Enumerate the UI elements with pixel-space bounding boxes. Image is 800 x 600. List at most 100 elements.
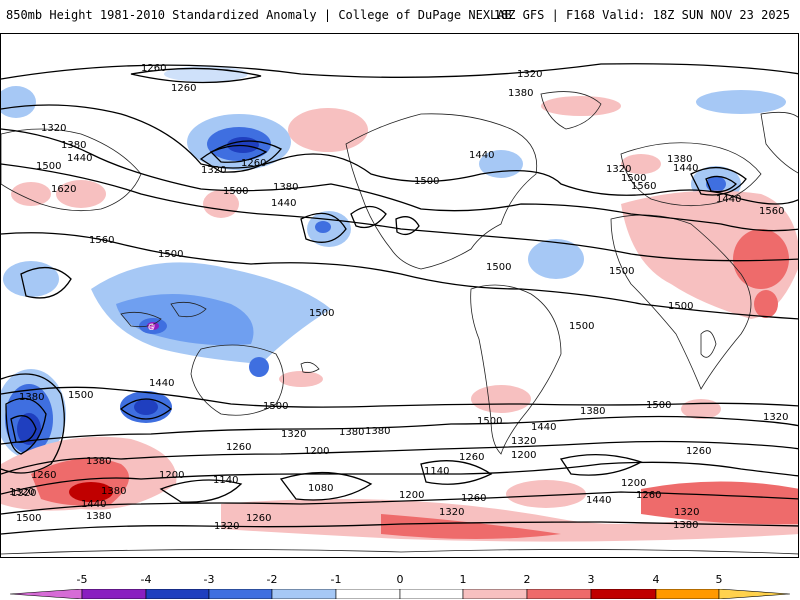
legend-tick: -5 [76, 573, 88, 586]
legend-tick: -2 [266, 573, 278, 586]
contour-label: 1440 [67, 153, 92, 164]
contour-label: 1320 [763, 412, 788, 423]
colorbar-segment [655, 589, 720, 599]
colorbar-segment [145, 589, 210, 599]
contour-label: 1260 [686, 446, 711, 457]
contour-label: 1440 [81, 499, 106, 510]
contour-label: 1260 [461, 493, 486, 504]
colorbar-segment [462, 589, 528, 599]
contour-label: 1440 [716, 194, 741, 205]
contour-label: 1440 [149, 378, 174, 389]
colorbar-segment [81, 589, 147, 599]
contour-label: 1380 [86, 511, 111, 522]
contour-label: 1260 [171, 83, 196, 94]
contour-label: 1500 [309, 308, 334, 319]
contour-label: 1260 [31, 470, 56, 481]
legend-tick: 0 [396, 573, 404, 586]
legend-tick: 3 [587, 573, 595, 586]
contour-label: 1320 [11, 488, 36, 499]
contour-label: 1140 [424, 466, 449, 477]
colorbar-segment [526, 589, 592, 599]
contour-label: 1500 [158, 249, 183, 260]
contour-label: 1320 [674, 507, 699, 518]
anomaly-map: 1260 1260 1320 1380 1440 1500 1620 1560 … [1, 63, 798, 555]
contour-label: 1440 [586, 495, 611, 506]
contour-label: 1500 [36, 161, 61, 172]
legend-tick: -1 [330, 573, 342, 586]
colorbar-segment [208, 589, 273, 599]
contour-label: 1200 [511, 450, 536, 461]
contour-label: 1320 [201, 165, 226, 176]
colorbar-segment [718, 589, 791, 599]
legend-tick: 4 [652, 573, 660, 586]
contour-label: 1500 [414, 176, 439, 187]
contour-label: 1440 [531, 422, 556, 433]
contour-label: 1320 [214, 521, 239, 532]
contour-label: 1380 [365, 426, 390, 437]
contour-label: 1500 [16, 513, 41, 524]
contour-label: 1200 [159, 470, 184, 481]
legend-tick: -3 [203, 573, 215, 586]
contour-label: 1380 [101, 486, 126, 497]
contour-label: 1320 [281, 429, 306, 440]
contour-label: 1500 [609, 266, 634, 277]
height-contours [1, 63, 798, 535]
contour-label: 1260 [459, 452, 484, 463]
contour-label: 1560 [89, 235, 114, 246]
contour-label: 1380 [508, 88, 533, 99]
colorbar-legend: -5 -4 -3 -2 -1 0 1 2 3 4 5 [0, 565, 800, 600]
coastlines [1, 91, 798, 555]
contour-label: 1620 [51, 184, 76, 195]
contour-label: 1500 [668, 301, 693, 312]
contour-label: 1320 [511, 436, 536, 447]
contour-label: 1380 [673, 520, 698, 531]
contour-label: 1380 [19, 392, 44, 403]
contour-label: 1200 [304, 446, 329, 457]
contour-label: 1380 [580, 406, 605, 417]
contour-label: 1500 [263, 401, 288, 412]
contour-label: 1500 [621, 173, 646, 184]
contour-label: 1380 [667, 154, 692, 165]
legend-tick: 2 [523, 573, 531, 586]
contour-label: 1560 [631, 181, 656, 192]
contour-label: 1260 [636, 490, 661, 501]
contour-label: 1200 [399, 490, 424, 501]
header: 850mb Height 1981-2010 Standardized Anom… [0, 0, 800, 32]
legend-tick: 5 [715, 573, 723, 586]
contour-label: 1380 [61, 140, 86, 151]
colorbar-segment [590, 589, 657, 599]
contour-label: 1380 [86, 456, 111, 467]
contour-label: 1320 [517, 69, 542, 80]
colorbar-segment [9, 589, 83, 599]
contour-label: 1440 [271, 198, 296, 209]
contour-label: 1500 [477, 416, 502, 427]
contour-label: 1140 [213, 475, 238, 486]
colorbar-segment [399, 589, 464, 599]
colorbar-segment [335, 589, 401, 599]
contour-label: 1440 [673, 163, 698, 174]
contour-labels: 1260 1260 1320 1380 1440 1500 1620 1560 … [9, 63, 788, 532]
legend-tick: -4 [140, 573, 152, 586]
contour-label: 1320 [439, 507, 464, 518]
contour-label: 1500 [569, 321, 594, 332]
contour-label: 1260 [241, 158, 266, 169]
legend-tick: 1 [459, 573, 467, 586]
contour-label: 1380 [273, 182, 298, 193]
contour-label: 1500 [646, 400, 671, 411]
contour-label: 1560 [759, 206, 784, 217]
contour-label: 1260 [246, 513, 271, 524]
contour-label: 1320 [606, 164, 631, 175]
contour-label: 1080 [308, 483, 333, 494]
contour-label: 1320 [9, 487, 34, 498]
contour-label: 1500 [223, 186, 248, 197]
contour-label: 1380 [339, 427, 364, 438]
contour-label: 1500 [68, 390, 93, 401]
contour-label: 1320 [41, 123, 66, 134]
colorbar [9, 589, 791, 599]
contour-label: 1260 [141, 63, 166, 74]
map-panel: 1260 1260 1320 1380 1440 1500 1620 1560 … [0, 33, 799, 558]
map-title: 850mb Height 1981-2010 Standardized Anom… [6, 8, 512, 22]
contour-label: 1260 [226, 442, 251, 453]
contour-label: 1500 [486, 262, 511, 273]
low-center-marker: G [148, 323, 154, 332]
